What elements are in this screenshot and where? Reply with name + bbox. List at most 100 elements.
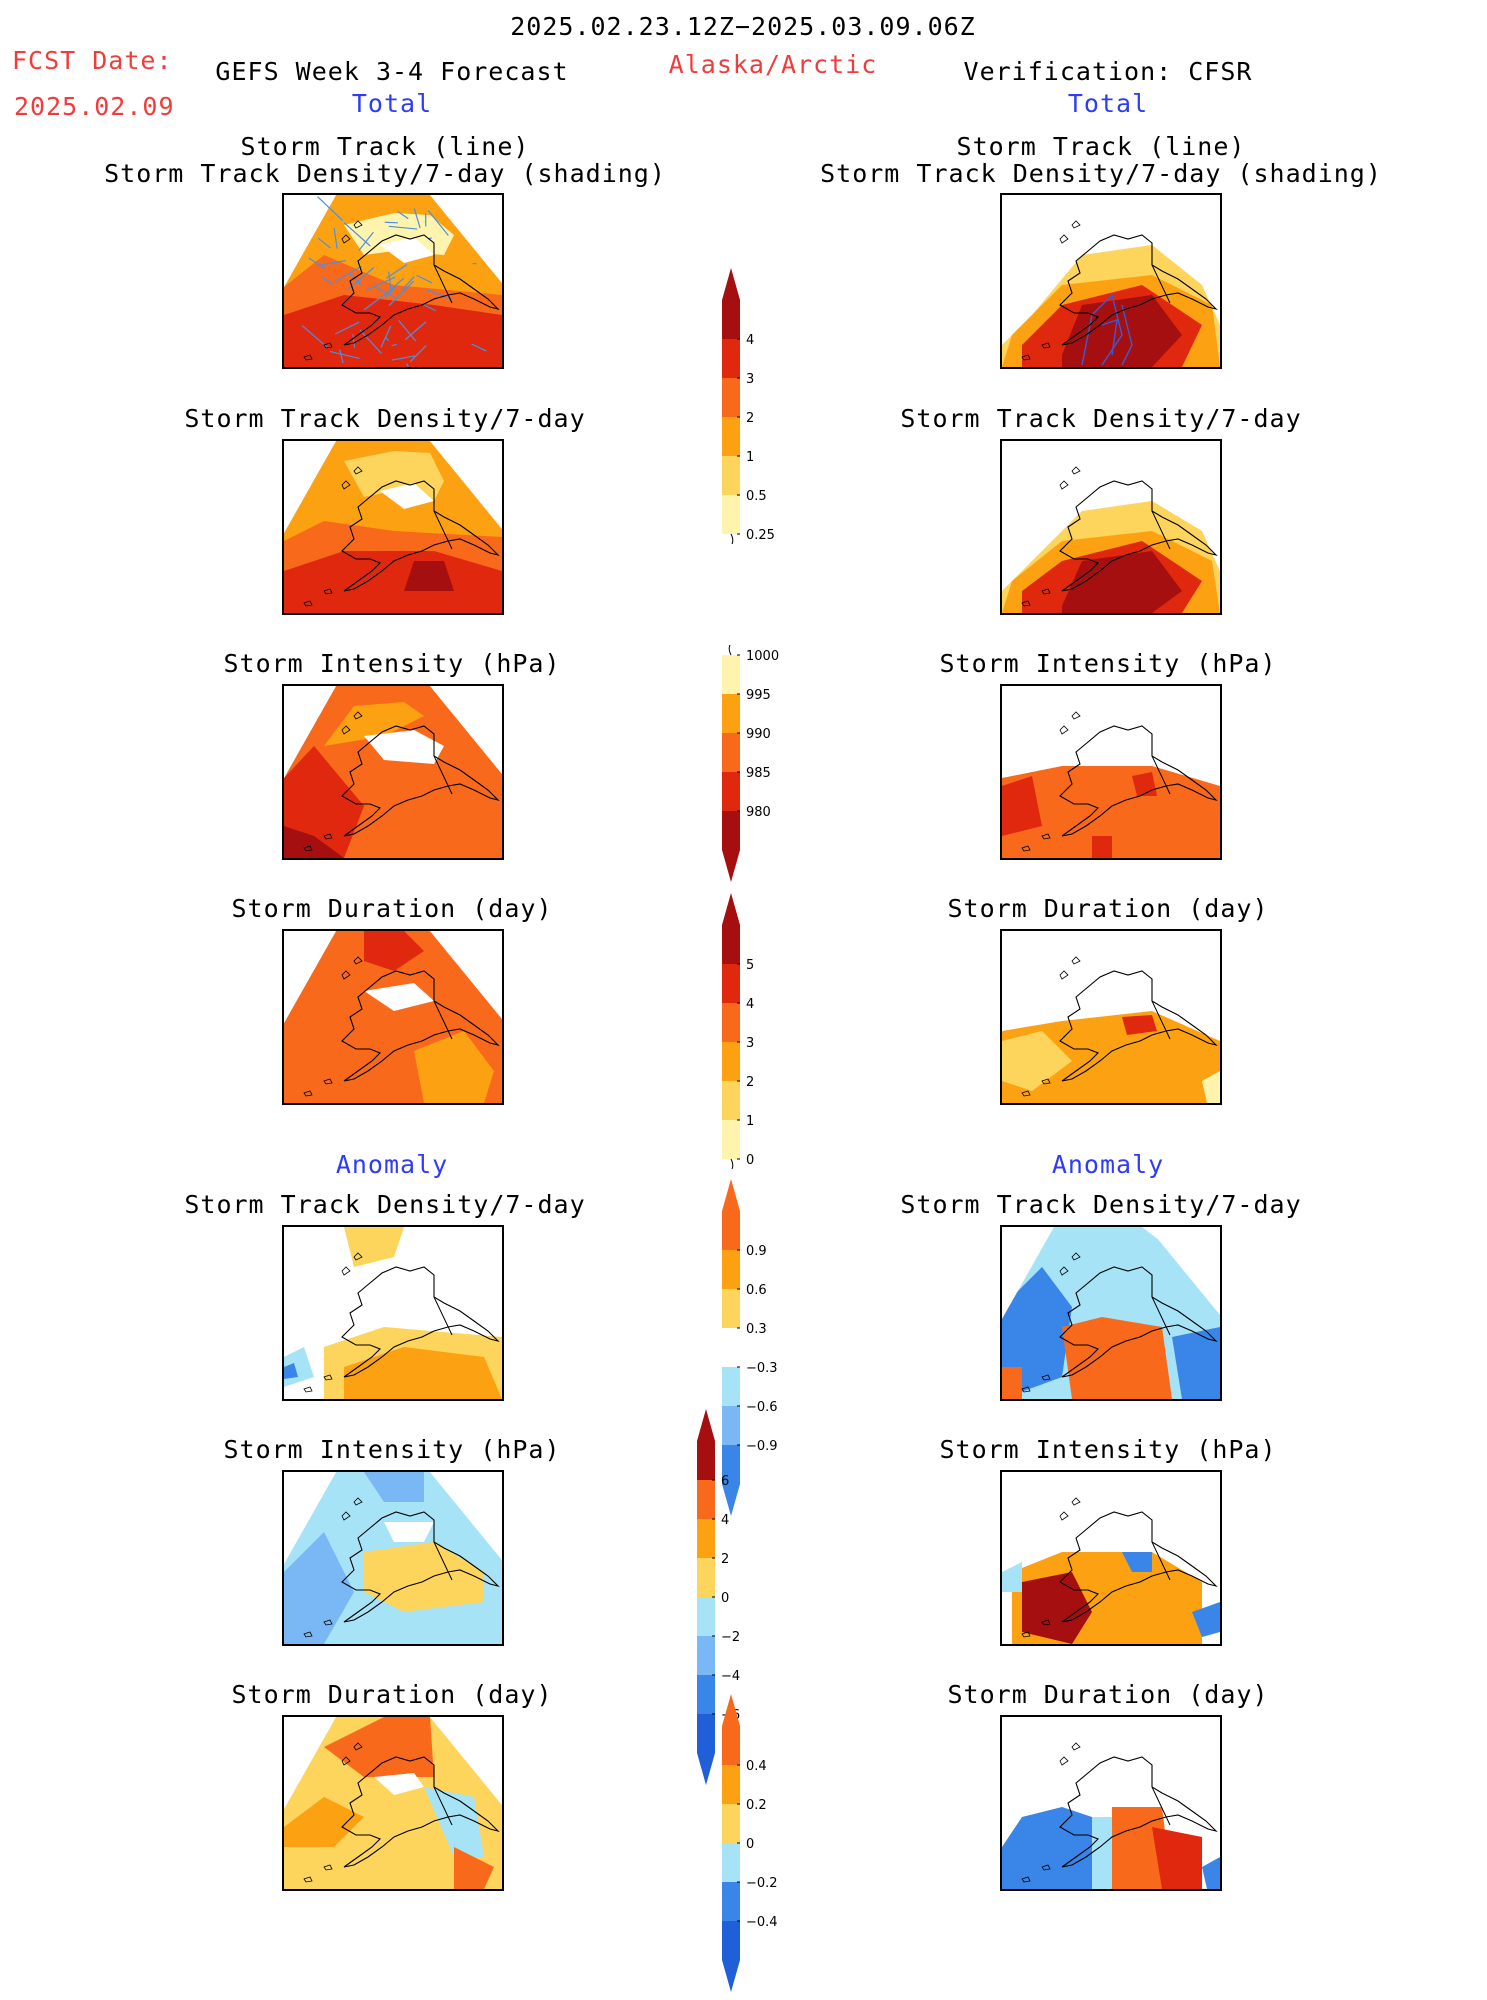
shading-layer — [284, 195, 502, 367]
colorbar-segment — [722, 1003, 740, 1042]
map-svg — [284, 195, 502, 367]
colorbar-arrow-up — [722, 268, 740, 300]
panel-title-density-right: Storm Track Density/7-day — [900, 405, 1301, 432]
shading-region — [1002, 1367, 1022, 1399]
map-svg — [1002, 195, 1220, 367]
shading-layer — [284, 1717, 502, 1889]
panel-title-duration-right: Storm Duration (day) — [947, 895, 1268, 922]
island-outline — [1072, 467, 1080, 474]
colorbar-arrow-down — [697, 1753, 715, 1785]
shading-layer — [1002, 1227, 1220, 1399]
panel-title-intensity-anom-left: Storm Intensity (hPa) — [223, 1436, 560, 1463]
map-track-forecast — [282, 193, 504, 369]
colorbar-label: 985 — [746, 766, 771, 781]
total-label-left: Total — [352, 89, 432, 118]
colorbar-label: 1000 — [746, 649, 779, 664]
colorbar-label: 1 — [746, 1114, 754, 1129]
panel-title-duration-left: Storm Duration (day) — [231, 895, 552, 922]
map-svg — [284, 686, 502, 858]
colorbar-segment — [722, 495, 740, 534]
colorbar-label: 4 — [721, 1513, 729, 1528]
panel-title-duration-anom-right: Storm Duration (day) — [947, 1681, 1268, 1708]
island-outline — [1060, 481, 1068, 489]
colorbar-tail — [729, 645, 731, 655]
colorbar-segment — [722, 1804, 740, 1843]
colorbar-label: 0.2 — [746, 1798, 767, 1813]
island-outline — [1072, 1743, 1080, 1750]
colorbar-label: 2 — [746, 1075, 754, 1090]
fcst-date-label: FCST Date: — [12, 46, 173, 75]
colorbar-segment — [722, 964, 740, 1003]
colorbar-segment — [722, 417, 740, 456]
shading-layer — [1002, 501, 1220, 613]
verification-title: Verification: CFSR — [964, 57, 1253, 86]
panel-title-line1: Storm Track (line) — [104, 133, 666, 160]
map-density-anomaly-forecast — [282, 1225, 504, 1401]
fcst-date-value: 2025.02.09 — [14, 92, 175, 121]
colorbar-tail — [731, 1159, 733, 1169]
colorbar-label: 2 — [746, 411, 754, 426]
shading-region — [1202, 1857, 1220, 1889]
colorbar-label: 4 — [746, 997, 754, 1012]
map-intensity-anomaly-verification — [1000, 1470, 1222, 1646]
shading-layer — [1002, 1552, 1220, 1644]
colorbar-label: 1 — [746, 450, 754, 465]
colorbar-segment — [697, 1714, 715, 1753]
island-outline — [1072, 712, 1080, 719]
panel-title-density-anom-left: Storm Track Density/7-day — [184, 1191, 585, 1218]
map-duration-anomaly-verification — [1000, 1715, 1222, 1891]
shading-region — [1062, 1317, 1172, 1399]
colorbar-segment — [722, 655, 740, 694]
colorbar-segment — [722, 456, 740, 495]
shading-layer — [1002, 766, 1220, 858]
colorbar-svg: 0.40.20−0.2−0.4 — [718, 1690, 798, 1996]
colorbar-label: 980 — [746, 805, 771, 820]
colorbar-segment — [722, 378, 740, 417]
colorbar-label: 0 — [721, 1591, 729, 1606]
shading-region — [1092, 836, 1112, 858]
colorbar-label: 0.3 — [746, 1322, 767, 1337]
map-track-verification — [1000, 193, 1222, 369]
colorbar-segment — [722, 772, 740, 811]
shading-layer — [284, 686, 502, 858]
panel-title-intensity-anom-right: Storm Intensity (hPa) — [939, 1436, 1276, 1463]
panel-title-track-right: Storm Track (line) Storm Track Density/7… — [820, 133, 1382, 187]
shading-layer — [1002, 1011, 1220, 1103]
border-line — [434, 1275, 452, 1335]
colorbar-label: 3 — [746, 372, 754, 387]
island-outline — [1072, 1498, 1080, 1505]
storm-track-segment — [385, 222, 398, 223]
map-duration-verification — [1000, 929, 1222, 1105]
panel-title-density-anom-right: Storm Track Density/7-day — [900, 1191, 1301, 1218]
colorbar-label: −0.4 — [746, 1915, 778, 1930]
colorbar-segment — [722, 339, 740, 378]
colorbar-segment — [722, 1328, 740, 1367]
island-outline — [304, 1387, 312, 1392]
map-svg — [1002, 1227, 1220, 1399]
colorbar-label: 990 — [746, 727, 771, 742]
colorbar-segment — [722, 1042, 740, 1081]
colorbar-segment — [722, 694, 740, 733]
colorbar-tail — [731, 534, 733, 544]
colorbar-segment — [722, 1921, 740, 1960]
region-title: Alaska/Arctic — [669, 50, 878, 79]
map-intensity-verification — [1000, 684, 1222, 860]
panel-title-intensity-left: Storm Intensity (hPa) — [223, 650, 560, 677]
colorbar-segment — [722, 925, 740, 964]
colorbar-label: 5 — [746, 958, 754, 973]
colorbar-segment — [722, 300, 740, 339]
map-duration-forecast — [282, 929, 504, 1105]
panel-title-track-left: Storm Track (line) Storm Track Density/7… — [104, 133, 666, 187]
colorbar-segment — [722, 1289, 740, 1328]
colorbar-label: −2 — [721, 1630, 740, 1645]
colorbar-segment — [697, 1675, 715, 1714]
colorbar-label: −4 — [721, 1669, 740, 1684]
colorbar-segment — [697, 1597, 715, 1636]
map-svg — [284, 441, 502, 613]
map-svg — [1002, 1717, 1220, 1889]
